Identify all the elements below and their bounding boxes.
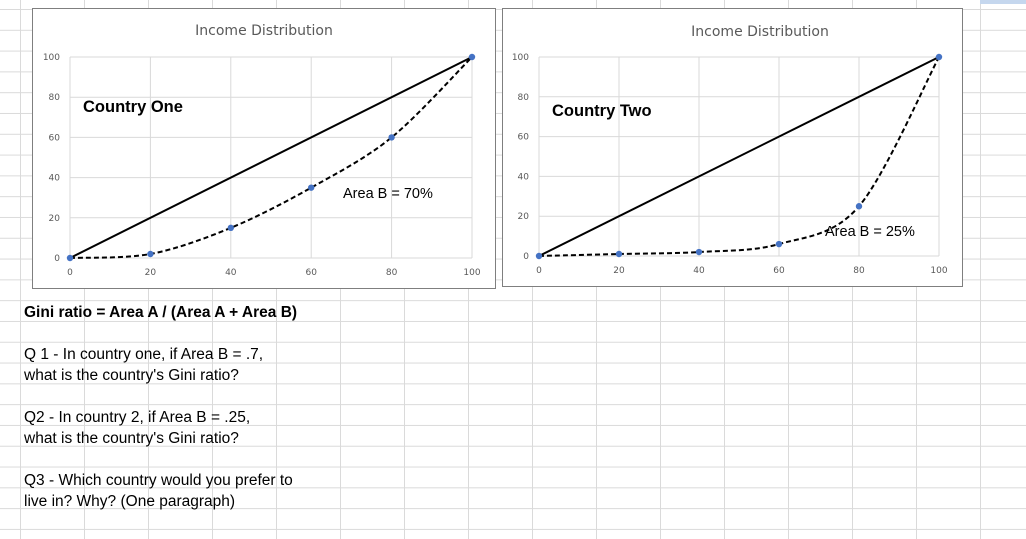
y-tick-label: 40 (518, 172, 530, 182)
data-point-marker (855, 203, 863, 210)
country-label: Country One (83, 98, 183, 116)
data-point-marker (775, 240, 783, 248)
x-tick-label: 40 (225, 268, 237, 278)
equality-line (69, 56, 473, 259)
x-tick-label: 80 (386, 268, 398, 278)
chart-svg-country-one: 0 20 40 60 80 100 0 20 40 60 80 100 Income Distribut… (43, 23, 481, 278)
area-b-label: Area B = 25% (825, 224, 915, 240)
gini-formula: Gini ratio = Area A / (Area A + Area B) (24, 304, 298, 321)
y-tick-label: 100 (43, 53, 60, 63)
x-tick-label: 60 (305, 268, 317, 278)
data-point-marker (66, 254, 74, 262)
x-tick-label: 20 (613, 266, 625, 276)
x-tick-label: 0 (67, 268, 73, 278)
question-3-line-1: Q3 - Which country would you prefer to (24, 472, 293, 489)
y-tick-label: 60 (49, 133, 61, 143)
data-point-marker (147, 250, 154, 258)
question-2-line-2: what is the country's Gini ratio? (24, 430, 239, 447)
question-3-line-2: live in? Why? (One paragraph) (24, 493, 236, 510)
equality-line (538, 56, 940, 257)
x-tick-label: 80 (853, 266, 865, 276)
data-point-marker (935, 53, 943, 61)
selected-column-indicator (980, 0, 1026, 4)
y-tick-label: 100 (512, 53, 529, 63)
y-tick-label: 80 (49, 93, 61, 103)
question-2-line-1: Q2 - In country 2, if Area B = .25, (24, 409, 251, 426)
chart-country-two[interactable]: 0 20 40 60 80 100 0 20 40 60 80 100 Income Distribut… (502, 8, 963, 287)
y-tick-label: 80 (518, 93, 530, 103)
data-point-marker (308, 184, 315, 191)
country-label: Country Two (552, 102, 652, 120)
data-point-marker (535, 252, 543, 260)
x-tick-label: 100 (930, 266, 947, 276)
chart-country-one[interactable]: 0 20 40 60 80 100 0 20 40 60 80 100 Income Distribut… (32, 8, 496, 289)
area-b-label: Area B = 70% (343, 186, 433, 202)
question-1-line-1: Q 1 - In country one, if Area B = .7, (24, 346, 264, 363)
data-point-marker (468, 53, 476, 61)
data-point-marker (615, 250, 623, 258)
chart-title: Income Distribution (691, 24, 829, 40)
x-tick-label: 20 (145, 268, 157, 278)
y-tick-label: 40 (49, 174, 61, 184)
data-point-marker (227, 224, 234, 232)
y-tick-label: 20 (49, 214, 61, 224)
x-tick-label: 0 (536, 266, 542, 276)
chart-svg-country-two: 0 20 40 60 80 100 0 20 40 60 80 100 Income Distribut… (512, 24, 948, 276)
x-tick-label: 40 (693, 266, 705, 276)
y-tick-label: 0 (523, 252, 529, 262)
data-point-marker (388, 134, 395, 141)
data-point-marker (695, 248, 703, 256)
lorenz-curve (538, 56, 940, 257)
y-tick-label: 0 (54, 254, 60, 264)
x-tick-label: 60 (773, 266, 785, 276)
y-tick-label: 60 (518, 133, 530, 143)
question-1-line-2: what is the country's Gini ratio? (24, 367, 239, 384)
chart-title: Income Distribution (195, 23, 333, 39)
x-tick-label: 100 (463, 268, 480, 278)
y-tick-label: 20 (518, 212, 530, 222)
